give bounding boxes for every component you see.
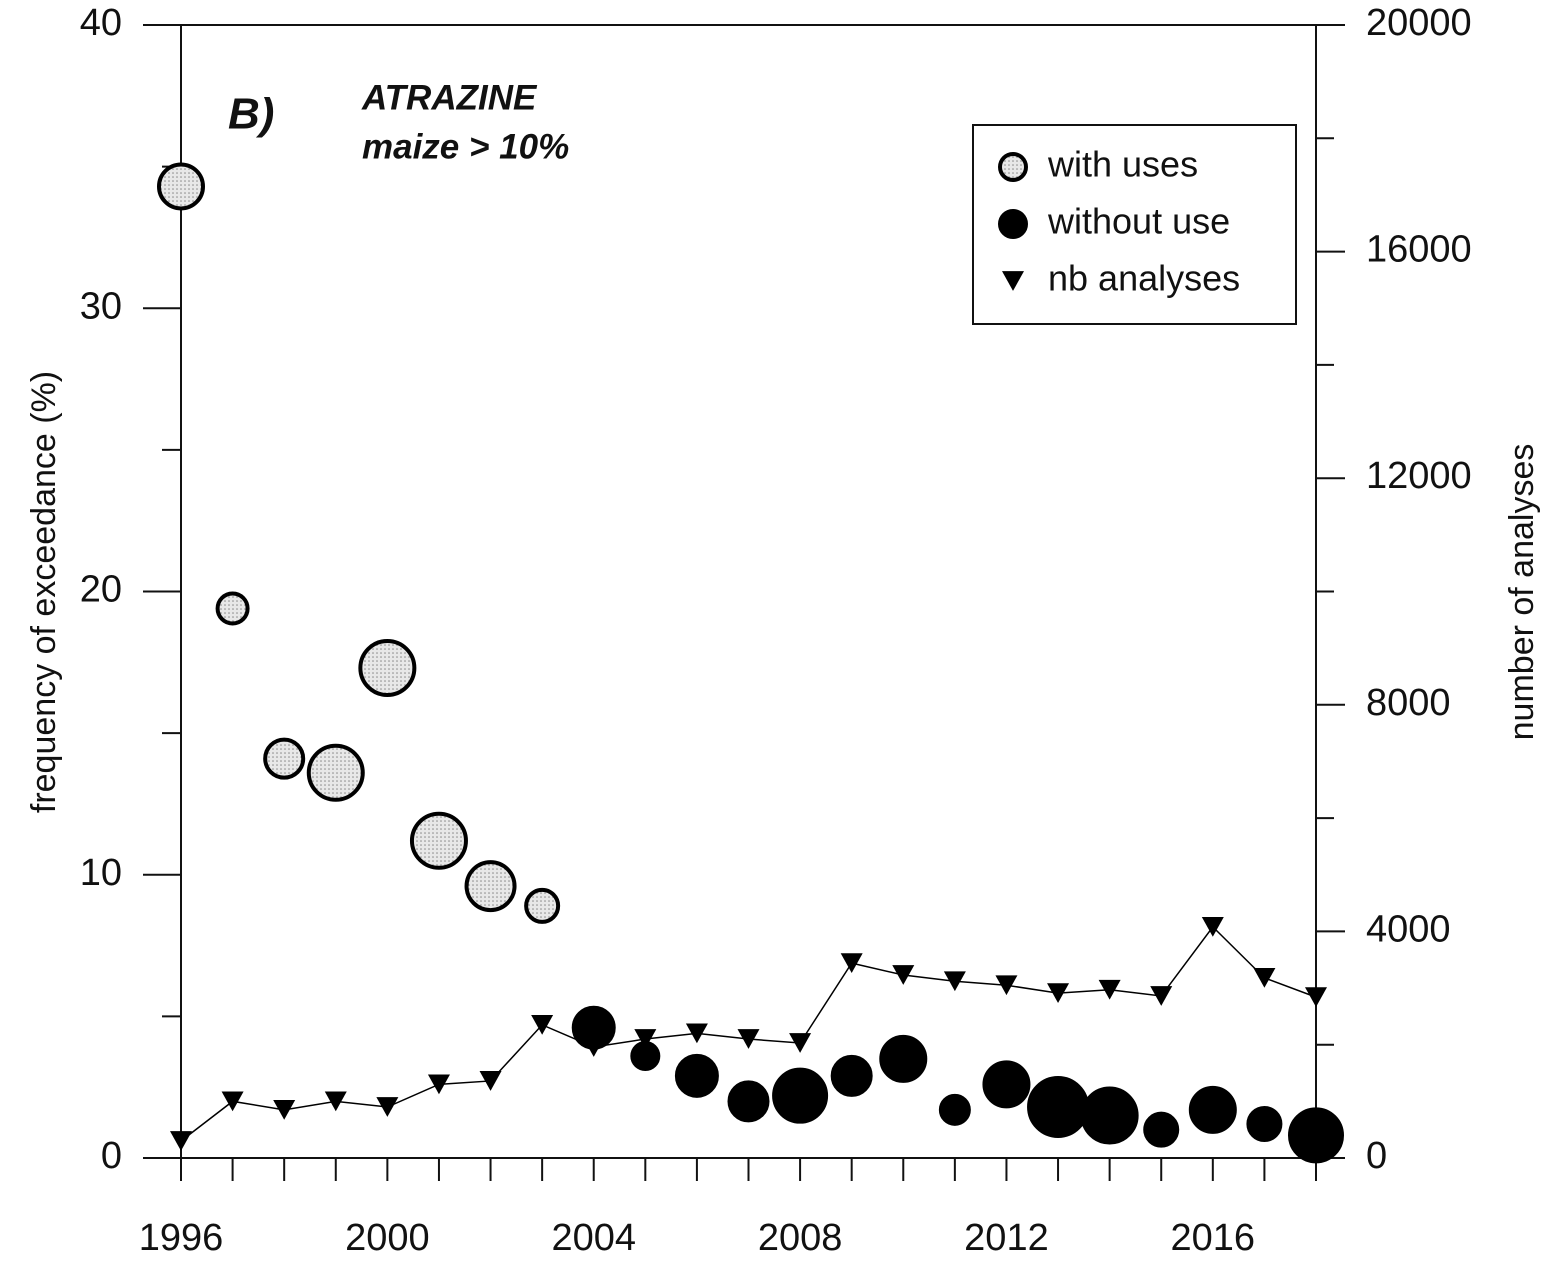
y2-tick-label: 0 (1366, 1135, 1387, 1177)
x-tick-label: 2012 (964, 1217, 1049, 1259)
bubble (306, 743, 365, 802)
bubble (674, 1053, 719, 1098)
legend-marker (1002, 271, 1024, 291)
legend-marker (998, 152, 1028, 182)
triangle-marker (789, 1033, 812, 1053)
y-tick-label: 30 (80, 285, 122, 327)
bubble (982, 1060, 1031, 1109)
legend-label: without use (1047, 201, 1230, 242)
bubble (409, 811, 468, 870)
triangle-marker (221, 1091, 244, 1112)
bubble (263, 737, 306, 780)
bubble (830, 1054, 873, 1097)
panel-label: B) (228, 90, 274, 139)
x-tick-label: 2000 (345, 1217, 430, 1259)
bubble (1080, 1086, 1139, 1145)
triangle-marker (531, 1014, 554, 1035)
triangle-marker (892, 965, 915, 985)
y2-tick-label: 4000 (1366, 908, 1451, 950)
triangle-marker (1253, 967, 1276, 988)
bubble (938, 1093, 971, 1126)
y-tick-label: 40 (80, 2, 122, 44)
y2-tick-label: 12000 (1366, 455, 1472, 497)
y2-axis-label: number of analyses (1503, 444, 1541, 741)
y2-tick-label: 20000 (1366, 2, 1472, 44)
legend-label: with uses (1047, 144, 1198, 185)
triangle-marker (1150, 986, 1173, 1006)
y-tick-label: 20 (80, 569, 122, 611)
bubble (524, 887, 561, 924)
triangle-marker (840, 953, 863, 974)
bubble (358, 638, 417, 697)
x-tick-label: 2008 (758, 1217, 843, 1259)
bubble (1188, 1085, 1237, 1134)
y2-tick-label: 16000 (1366, 229, 1472, 271)
triangle-marker (170, 1131, 192, 1151)
y-tick-label: 0 (101, 1135, 122, 1177)
x-tick-label: 1996 (139, 1217, 224, 1259)
annotation: ATRAZINE (361, 78, 538, 117)
triangle-marker (1098, 979, 1121, 1000)
triangle-marker (737, 1029, 760, 1049)
legend-marker (998, 209, 1028, 239)
triangle-marker (1201, 916, 1224, 937)
triangle-marker (427, 1074, 450, 1095)
bubble (215, 591, 250, 626)
triangle-marker (943, 971, 966, 992)
bubble (157, 162, 205, 211)
x-tick-label: 2016 (1171, 1217, 1256, 1259)
triangle-marker (1047, 983, 1070, 1004)
triangle-marker (634, 1029, 657, 1049)
bubble (464, 860, 517, 913)
triangle-marker (995, 975, 1018, 996)
annotation: maize > 10% (362, 127, 569, 166)
triangle-marker (324, 1091, 347, 1112)
y-axis-label: frequency of exceedance (%) (25, 371, 63, 813)
bubble (1143, 1111, 1180, 1148)
y2-tick-label: 8000 (1366, 682, 1451, 724)
bubble (727, 1080, 770, 1123)
triangle-marker (479, 1071, 502, 1091)
x-tick-label: 2004 (551, 1217, 636, 1259)
bubble (1246, 1106, 1283, 1143)
triangle-marker (685, 1023, 708, 1044)
triangle-marker (376, 1097, 399, 1117)
y-tick-label: 10 (80, 852, 122, 894)
bubble (1288, 1107, 1344, 1164)
bubble (1027, 1076, 1090, 1139)
triangle-marker (1305, 987, 1327, 1008)
legend-label: nb analyses (1048, 258, 1240, 299)
triangle-marker (582, 1037, 605, 1057)
bubble (879, 1034, 928, 1083)
triangle-marker (273, 1099, 296, 1120)
bubble (772, 1067, 829, 1124)
